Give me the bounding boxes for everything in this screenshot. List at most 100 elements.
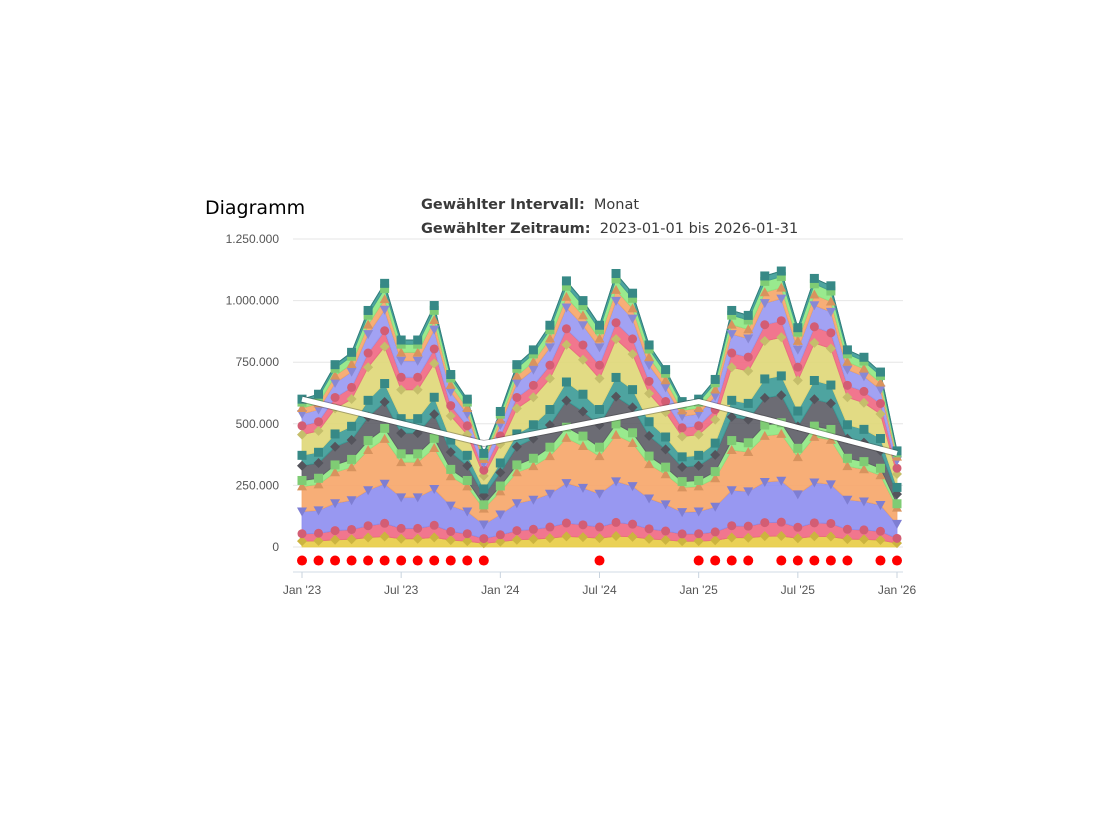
marker-series-5 [727, 436, 737, 446]
marker-series-7 [595, 405, 604, 415]
marker-series-7 [578, 389, 588, 399]
marker-series-7 [661, 432, 671, 442]
marker-series-4 [776, 428, 787, 438]
marker-series-2 [561, 518, 571, 528]
marker-series-8 [379, 341, 390, 352]
y-tick-label: 750.000 [236, 355, 280, 369]
marker-series-4 [660, 469, 671, 479]
marker-series-10 [759, 299, 770, 309]
marker-series-7 [826, 380, 836, 390]
marker-series-7 [793, 406, 803, 416]
marker-series-13 [859, 352, 869, 362]
marker-series-6 [495, 467, 506, 478]
marker-series-6 [627, 402, 638, 413]
marker-series-9 [842, 380, 852, 390]
marker-series-1 [346, 534, 357, 545]
marker-series-11 [693, 403, 704, 413]
marker-series-4 [462, 481, 473, 491]
marker-series-4 [743, 447, 754, 457]
marker-series-5 [578, 431, 588, 441]
event-marker [710, 555, 721, 566]
marker-series-7 [347, 421, 357, 431]
y-tick-label: 1.250.000 [226, 232, 280, 246]
marker-series-5 [545, 442, 555, 452]
marker-series-9 [561, 324, 571, 334]
marker-series-4 [792, 452, 803, 462]
marker-series-10 [611, 296, 622, 306]
marker-series-11 [710, 384, 721, 394]
marker-series-11 [875, 377, 886, 387]
marker-series-9 [528, 380, 538, 390]
marker-series-1 [792, 533, 803, 544]
marker-series-10 [825, 307, 836, 317]
marker-series-7 [330, 429, 340, 439]
marker-series-1 [379, 531, 390, 542]
marker-series-1 [544, 533, 555, 544]
marker-series-9 [462, 421, 472, 431]
marker-series-6 [511, 441, 522, 452]
marker-series-13 [330, 360, 340, 370]
marker-series-13 [628, 288, 638, 298]
marker-series-11 [792, 335, 803, 345]
axes: 0 250.000 500.000 750.000 1.000.000 1.250.000… [226, 232, 917, 597]
marker-series-1 [511, 534, 522, 545]
marker-series-10 [743, 334, 754, 344]
marker-series-1 [842, 534, 853, 545]
marker-series-4 [875, 470, 886, 480]
x-tick-label: Jul '25 [781, 583, 816, 597]
marker-series-13 [793, 323, 803, 333]
marker-series-4 [412, 457, 423, 467]
marker-series-11 [611, 284, 622, 294]
marker-series-2 [677, 529, 687, 539]
marker-series-7 [396, 414, 406, 424]
marker-series-12 [380, 284, 390, 294]
marker-series-6 [693, 460, 704, 471]
marker-series-11 [759, 287, 770, 297]
marker-series-6 [346, 434, 357, 445]
marker-series-9 [413, 372, 423, 382]
marker-series-2 [826, 518, 836, 528]
marker-series-8 [445, 410, 456, 421]
marker-series-11 [776, 282, 787, 292]
marker-series-10 [396, 356, 407, 366]
marker-series-8 [313, 425, 324, 436]
marker-series-4 [528, 461, 539, 471]
marker-series-4 [561, 432, 572, 442]
marker-series-10 [511, 378, 522, 388]
marker-series-11 [743, 324, 754, 334]
marker-series-9 [512, 392, 522, 402]
marker-series-3 [445, 501, 456, 511]
event-marker [429, 555, 440, 566]
marker-series-3 [759, 477, 770, 487]
marker-series-6 [429, 409, 440, 420]
marker-series-13 [347, 347, 357, 357]
interval-label: Gewählter Intervall: [421, 197, 585, 213]
marker-series-4 [677, 482, 688, 492]
marker-series-7 [727, 395, 737, 405]
marker-series-9 [363, 348, 373, 358]
marker-series-13 [743, 310, 753, 320]
marker-series-3 [594, 489, 605, 499]
marker-series-10 [462, 409, 473, 419]
marker-series-4 [511, 467, 522, 477]
event-marker [412, 555, 423, 566]
marker-series-9 [727, 348, 737, 358]
marker-series-13 [710, 374, 720, 384]
marker-series-2 [611, 517, 621, 527]
marker-series-7 [380, 379, 390, 389]
marker-series-3 [396, 493, 407, 503]
marker-series-13 [661, 365, 671, 375]
marker-series-11 [429, 315, 440, 325]
marker-series-7 [363, 395, 373, 405]
event-marker [892, 555, 902, 566]
marker-series-9 [892, 463, 902, 473]
marker-series-12 [429, 305, 439, 315]
event-marker [693, 555, 704, 566]
marker-series-11 [297, 403, 307, 413]
marker-series-2 [462, 529, 472, 539]
event-marker [330, 555, 341, 566]
event-marker [726, 555, 737, 566]
event-marker [478, 555, 489, 566]
marker-series-10 [875, 385, 886, 395]
marker-series-7 [776, 371, 786, 381]
